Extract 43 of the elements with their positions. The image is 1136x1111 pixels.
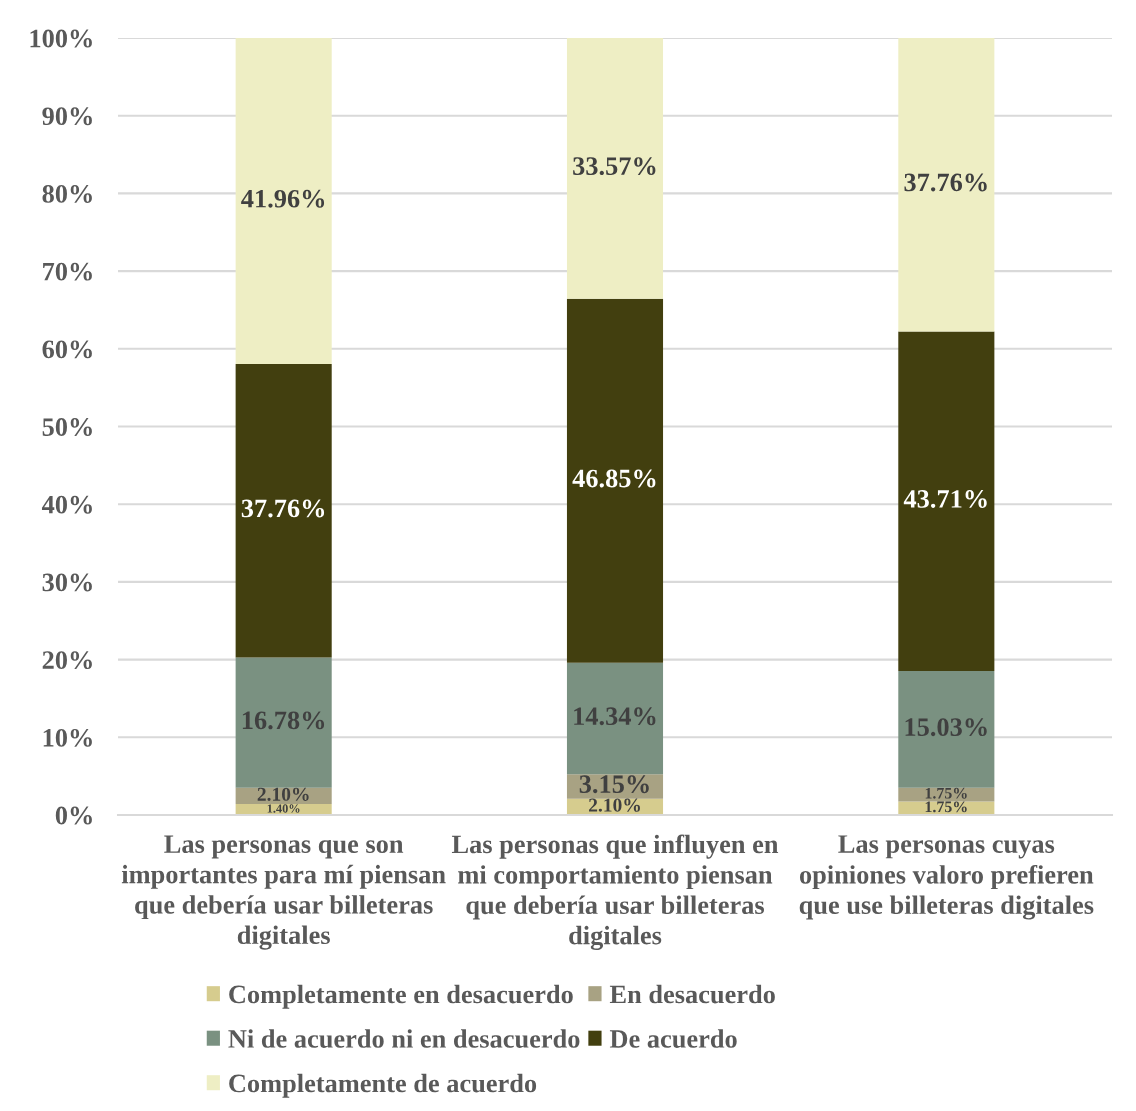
data-label: 37.76%: [904, 173, 987, 192]
data-label: 15.03%: [905, 718, 987, 737]
bar: [898, 671, 995, 788]
x-tick-label: Las personas cuyas opiniones valoro prefieren que use billeteras digitales: [799, 835, 1094, 920]
bar: [566, 38, 664, 299]
data-label: 2.10%: [257, 787, 309, 801]
data-label: 41.96%: [241, 189, 325, 208]
legend-label: Completamente de acuerdo: [229, 1073, 537, 1098]
y-tick-label: 0%: [55, 806, 92, 825]
bar: [566, 662, 664, 775]
y-tick-label: 20%: [42, 651, 92, 670]
data-label: 3.15%: [579, 775, 649, 794]
y-tick-label: 70%: [43, 262, 92, 281]
data-label: 16.78%: [242, 711, 325, 730]
data-label: 14.34%: [574, 707, 656, 726]
data-label: 1.40%: [267, 804, 300, 813]
data-label: 1.75%: [925, 787, 967, 799]
data-label: 2.10%: [589, 798, 640, 812]
bar: [566, 298, 664, 663]
legend-label: Completamente en desacuerdo: [229, 984, 573, 1009]
bar: [235, 364, 332, 658]
legend-label: De acuerdo: [609, 1029, 737, 1048]
data-label: 46.85%: [572, 469, 656, 488]
bar: [898, 38, 995, 332]
x-tick-label: Las personas que influyen en mi comportamiento piensan que debería usar billeteras digitales: [451, 834, 779, 950]
y-tick-label: 100%: [30, 29, 92, 48]
y-tick-label: 40%: [41, 495, 92, 514]
y-tick-label: 90%: [42, 107, 92, 126]
data-label: 1.75%: [925, 801, 967, 813]
bar: [235, 657, 332, 788]
y-tick-label: 50%: [42, 418, 92, 436]
bar: [898, 331, 995, 672]
legend-label: En desacuerdo: [609, 984, 775, 1004]
data-label: 33.57%: [573, 157, 656, 176]
x-tick-label: Las personas que son importantes para mí piensan que debería usar billeteras digitales: [121, 835, 446, 950]
data-label: 37.76%: [241, 499, 325, 518]
legend-label: Ni de acuerdo ni en desacuerdo: [228, 1029, 580, 1048]
y-tick-label: 80%: [42, 185, 92, 203]
data-label: 43.71%: [903, 490, 987, 508]
y-tick-label: 60%: [42, 340, 92, 359]
y-tick-label: 10%: [43, 728, 92, 747]
bar: [235, 38, 332, 365]
y-tick-label: 30%: [42, 573, 92, 592]
